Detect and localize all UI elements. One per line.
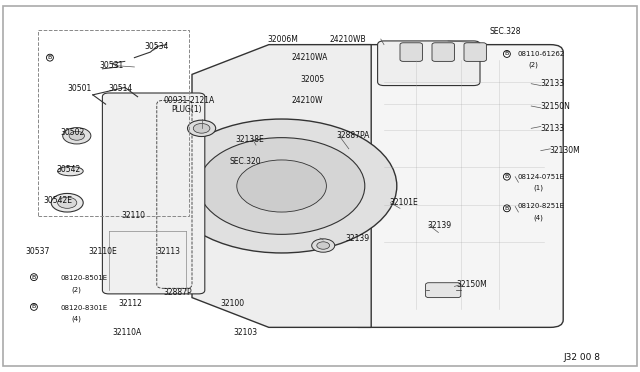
Text: 30501: 30501 bbox=[67, 84, 92, 93]
Text: PLUG(1): PLUG(1) bbox=[171, 105, 202, 114]
FancyBboxPatch shape bbox=[346, 45, 563, 327]
Circle shape bbox=[58, 197, 77, 208]
Circle shape bbox=[188, 120, 216, 137]
FancyBboxPatch shape bbox=[102, 93, 205, 294]
Text: 08124-0751E: 08124-0751E bbox=[517, 174, 564, 180]
FancyBboxPatch shape bbox=[378, 41, 480, 86]
Text: 30514: 30514 bbox=[109, 84, 133, 93]
Circle shape bbox=[51, 193, 83, 212]
Text: (4): (4) bbox=[533, 214, 543, 221]
Text: 24210W: 24210W bbox=[292, 96, 323, 105]
Text: 32150M: 32150M bbox=[456, 280, 487, 289]
Text: B: B bbox=[32, 304, 36, 310]
Text: 08120-8501E: 08120-8501E bbox=[61, 275, 108, 281]
Text: (4): (4) bbox=[72, 316, 81, 323]
Text: B: B bbox=[32, 275, 36, 280]
Text: 08120-8251E: 08120-8251E bbox=[517, 203, 564, 209]
FancyBboxPatch shape bbox=[432, 43, 454, 61]
Text: 32150N: 32150N bbox=[541, 102, 571, 110]
Circle shape bbox=[63, 128, 91, 144]
Text: 32887PA: 32887PA bbox=[336, 131, 369, 140]
Circle shape bbox=[237, 160, 326, 212]
Text: J32 00 8: J32 00 8 bbox=[563, 353, 600, 362]
Text: SEC.328: SEC.328 bbox=[490, 27, 521, 36]
Text: (2): (2) bbox=[528, 62, 538, 68]
Text: 30531: 30531 bbox=[99, 61, 124, 70]
Text: (1): (1) bbox=[533, 185, 543, 191]
Text: 32005: 32005 bbox=[301, 76, 325, 84]
Text: 32103: 32103 bbox=[234, 328, 258, 337]
Text: 32133: 32133 bbox=[541, 124, 565, 133]
Text: 30542: 30542 bbox=[56, 165, 81, 174]
Polygon shape bbox=[192, 45, 371, 327]
Circle shape bbox=[312, 239, 335, 252]
Text: 32101E: 32101E bbox=[389, 198, 418, 207]
Circle shape bbox=[317, 242, 330, 249]
Text: 08120-8301E: 08120-8301E bbox=[61, 305, 108, 311]
Text: 30542E: 30542E bbox=[44, 196, 72, 205]
Text: 30537: 30537 bbox=[26, 247, 50, 256]
Text: 32006M: 32006M bbox=[268, 35, 298, 44]
Ellipse shape bbox=[58, 166, 83, 176]
Circle shape bbox=[166, 119, 397, 253]
Text: 32112: 32112 bbox=[118, 299, 142, 308]
Text: B: B bbox=[505, 51, 509, 57]
Text: 32139: 32139 bbox=[428, 221, 452, 230]
Text: SEC.320: SEC.320 bbox=[229, 157, 260, 166]
Text: (2): (2) bbox=[72, 286, 81, 293]
Text: 30502: 30502 bbox=[61, 128, 85, 137]
Circle shape bbox=[198, 138, 365, 234]
Text: 32110: 32110 bbox=[122, 211, 146, 220]
FancyBboxPatch shape bbox=[464, 43, 486, 61]
Text: 32110E: 32110E bbox=[88, 247, 117, 256]
Text: 32133: 32133 bbox=[541, 79, 565, 88]
Text: 24210WB: 24210WB bbox=[330, 35, 366, 44]
Text: 08110-61262: 08110-61262 bbox=[517, 51, 564, 57]
Bar bbox=[38, 30, 189, 216]
Text: 32887P: 32887P bbox=[163, 288, 192, 296]
Text: 32113: 32113 bbox=[157, 247, 181, 256]
Text: 32100: 32100 bbox=[221, 299, 245, 308]
FancyBboxPatch shape bbox=[400, 43, 422, 61]
Text: B: B bbox=[505, 206, 509, 211]
Text: 32130M: 32130M bbox=[549, 146, 580, 155]
FancyBboxPatch shape bbox=[426, 283, 461, 298]
Text: B: B bbox=[48, 55, 52, 60]
Text: 00931-2121A: 00931-2121A bbox=[163, 96, 214, 105]
Text: 24210WA: 24210WA bbox=[291, 53, 328, 62]
Text: B: B bbox=[505, 174, 509, 179]
Text: 30534: 30534 bbox=[144, 42, 168, 51]
Circle shape bbox=[193, 124, 210, 133]
Text: 32138E: 32138E bbox=[236, 135, 264, 144]
Circle shape bbox=[69, 131, 84, 140]
Text: 32139: 32139 bbox=[346, 234, 370, 243]
Text: 32110A: 32110A bbox=[112, 328, 141, 337]
